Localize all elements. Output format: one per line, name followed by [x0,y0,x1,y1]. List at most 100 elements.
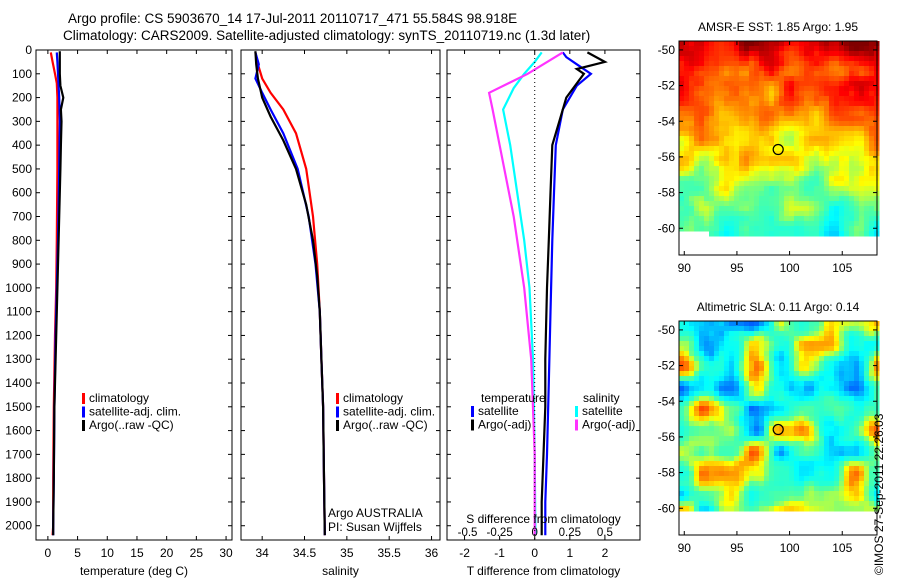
sst-cell [779,111,785,117]
sst-cell [704,176,710,182]
sla-cell [749,386,755,392]
sst-cell [794,161,800,167]
sst-cell [799,126,805,132]
sla-cell [764,366,770,372]
sst-cell [764,66,770,72]
y-tick-label: 200 [12,91,32,105]
sla-cell [804,441,810,447]
sla-cell [834,436,840,442]
sla-cell [694,426,700,432]
sst-cell [799,186,805,192]
sla-cell [789,421,795,427]
sst-cell [819,221,825,227]
sla-cell [809,401,815,407]
sst-cell [704,171,710,177]
sla-cell [684,376,690,382]
sst-cell [714,86,720,92]
sst-cell [829,96,835,102]
x-tick-label: 25 [190,546,204,560]
sst-cell [744,211,750,217]
sst-cell [704,66,710,72]
sst-cell [759,136,765,142]
sst-cell [774,101,780,107]
sst-cell [814,81,820,87]
sst-cell [854,126,860,132]
sst-cell [834,231,840,237]
sla-cell [764,386,770,392]
sla-cell [699,326,705,332]
sst-cell [704,71,710,77]
sla-cell [869,486,875,492]
sst-cell [799,106,805,112]
sla-cell [774,341,780,347]
sla-cell [864,431,870,437]
y-tick-label: 0 [25,43,32,57]
sst-cell [809,96,815,102]
sst-cell [729,96,735,102]
sla-cell [819,381,825,387]
sst-cell [759,196,765,202]
sla-cell [749,361,755,367]
sst-cell [694,66,700,72]
sst-cell [684,71,690,77]
sst-cell [824,126,830,132]
sst-cell [769,86,775,92]
sla-cell [864,346,870,352]
sst-cell [684,211,690,217]
sla-cell [754,441,760,447]
sla-cell [774,491,780,497]
sla-cell [819,391,825,397]
sla-cell [689,321,695,327]
sst-cell [734,111,740,117]
sla-cell [854,476,860,482]
sla-cell [769,421,775,427]
sla-cell [839,341,845,347]
sst-cell [864,81,870,87]
sla-cell [679,496,685,502]
sla-cell [744,361,750,367]
sst-cell [869,96,875,102]
sst-cell [859,176,865,182]
sla-cell [809,376,815,382]
sst-cell [789,51,795,57]
sla-cell [809,361,815,367]
sst-cell [679,211,685,217]
sla-cell [844,441,850,447]
temperature-legend-swatch [82,420,85,431]
sst-cell [769,76,775,82]
sst-cell [834,126,840,132]
sst-cell [749,101,755,107]
sla-cell [694,491,700,497]
sla-cell [744,321,750,327]
sst-cell [724,231,730,237]
sst-cell [864,126,870,132]
sst-cell [719,141,725,147]
sla-cell [799,451,805,457]
sst-cell [864,151,870,157]
sst-cell [759,176,765,182]
sst-cell [759,201,765,207]
sst-cell [789,126,795,132]
sla-cell [834,366,840,372]
sla-cell [829,471,835,477]
sla-cell [864,336,870,342]
sst-cell [784,71,790,77]
sla-cell [839,336,845,342]
sst-cell [869,111,875,117]
sst-cell [689,91,695,97]
sst-cell [694,176,700,182]
sst-cell [774,181,780,187]
sst-cell [769,96,775,102]
sst-cell [829,51,835,57]
sst-cell [854,86,860,92]
sst-cell [729,91,735,97]
sla-cell [684,486,690,492]
sla-cell [684,386,690,392]
sst-cell [774,111,780,117]
sla-cell [774,446,780,452]
sla-cell [829,456,835,462]
sla-cell [764,321,770,327]
sst-cell [749,191,755,197]
sla-cell [684,336,690,342]
sla-cell [689,396,695,402]
